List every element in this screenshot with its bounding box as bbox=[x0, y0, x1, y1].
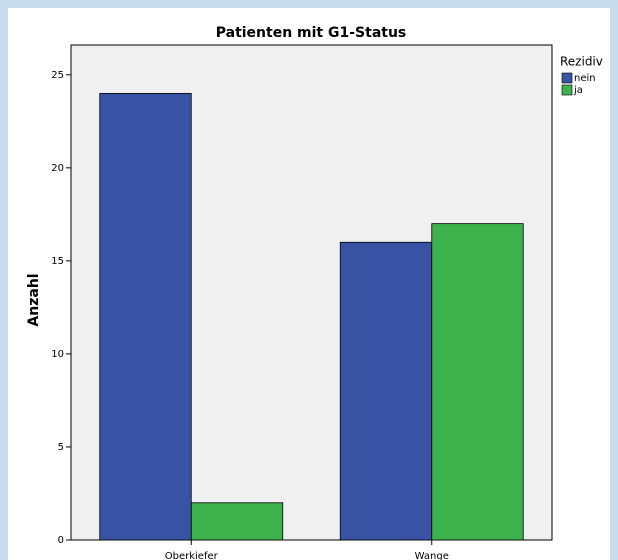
x-tick-label: Wange bbox=[415, 551, 449, 560]
legend-label: ja bbox=[573, 85, 583, 96]
chart-title: Patienten mit G1-Status bbox=[216, 25, 407, 41]
bar bbox=[99, 92, 192, 541]
y-axis-label: Anzahl bbox=[26, 273, 42, 326]
y-tick-label: 25 bbox=[51, 70, 64, 81]
legend-label: nein bbox=[574, 73, 596, 84]
y-tick-label: 0 bbox=[58, 535, 64, 546]
bar bbox=[190, 502, 284, 541]
legend-swatch bbox=[561, 84, 573, 96]
y-tick-label: 20 bbox=[51, 163, 64, 174]
legend-swatch bbox=[561, 72, 573, 84]
x-tick-label: Oberkiefer bbox=[165, 551, 219, 560]
y-tick-label: 15 bbox=[51, 256, 64, 267]
y-tick-label: 10 bbox=[51, 349, 64, 360]
bar bbox=[431, 223, 524, 541]
legend-title: Rezidiv bbox=[560, 55, 603, 69]
y-tick-label: 5 bbox=[58, 442, 64, 453]
bar bbox=[339, 241, 433, 541]
